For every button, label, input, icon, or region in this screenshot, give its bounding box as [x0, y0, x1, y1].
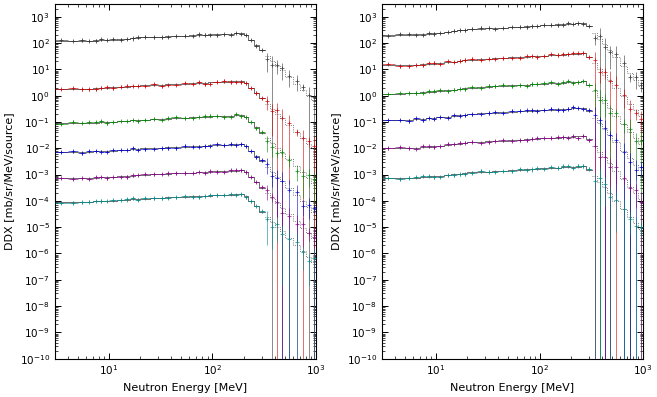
Y-axis label: DDX [mb/sr/MeV/source]: DDX [mb/sr/MeV/source]	[331, 113, 341, 250]
X-axis label: Neutron Energy [MeV]: Neutron Energy [MeV]	[124, 383, 248, 393]
X-axis label: Neutron Energy [MeV]: Neutron Energy [MeV]	[451, 383, 575, 393]
Y-axis label: DDX [mb/sr/MeV/source]: DDX [mb/sr/MeV/source]	[4, 113, 14, 250]
